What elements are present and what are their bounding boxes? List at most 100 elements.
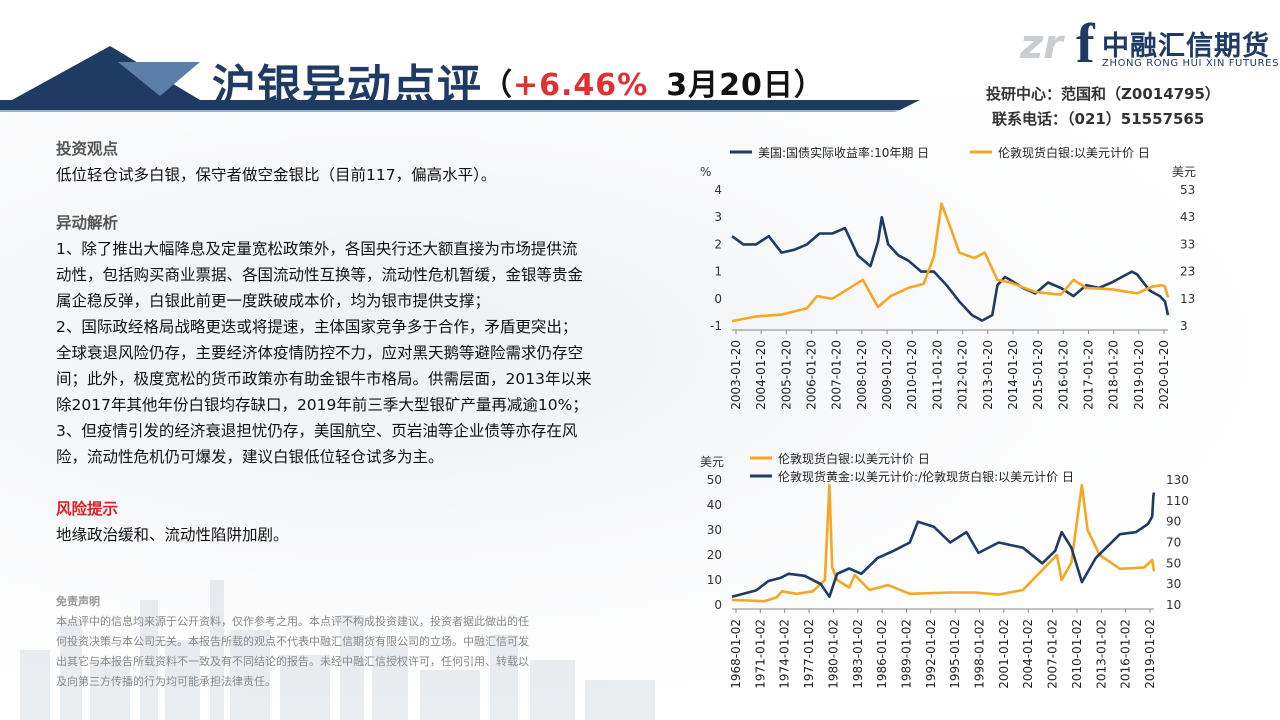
x-tick-label: 1971-01-02 bbox=[753, 619, 767, 689]
title-change: +6.46% bbox=[513, 68, 649, 103]
left-tick-label: 20 bbox=[707, 548, 722, 562]
left-tick-label: 3 bbox=[714, 210, 722, 224]
analysis-line: 间；此外，极度宽松的货币政策亦有助金银牛市格局。供需层面，2013年以来 bbox=[56, 370, 592, 388]
contact-phone: 联系电话：（021）51557565 bbox=[992, 110, 1205, 128]
x-tick-label: 1980-01-02 bbox=[826, 619, 840, 689]
x-tick-label: 2015-01-20 bbox=[1031, 340, 1045, 410]
x-tick-label: 2007-01-02 bbox=[1046, 619, 1060, 689]
left-tick-label: 40 bbox=[707, 498, 722, 512]
legend-label: 伦敦现货黄金:以美元计价:/伦敦现货白银:以美元计价 日 bbox=[778, 469, 1074, 484]
header-banner bbox=[0, 46, 920, 112]
disclaimer-line: 出其它与本报告所载资料不一致及有不同结论的报告。未经中融汇信授权许可，任何引用、… bbox=[56, 655, 529, 668]
title-paren-open: （ bbox=[482, 68, 513, 103]
disclaimer-line: 及向第三方传播的行为均可能承担法律责任。 bbox=[56, 675, 276, 688]
city-skyline-decoration bbox=[20, 580, 655, 720]
title-paren-close: ） bbox=[793, 68, 825, 103]
analysis-line: 3、但疫情引发的经济衰退担忧仍存，美国航空、页岩油等企业债等亦存在风 bbox=[56, 422, 578, 440]
left-tick-label: 0 bbox=[714, 598, 722, 612]
logo-f-mark: f bbox=[1076, 13, 1095, 75]
right-axis-unit: 美元 bbox=[1172, 165, 1196, 179]
risk-title: 风险提示 bbox=[56, 500, 119, 518]
x-tick-label: 2017-01-20 bbox=[1081, 340, 1095, 410]
x-tick-label: 1995-01-02 bbox=[948, 619, 962, 689]
right-tick-label: 23 bbox=[1180, 265, 1195, 279]
x-tick-label: 1974-01-02 bbox=[778, 619, 792, 689]
x-tick-label: 2012-01-20 bbox=[956, 340, 970, 410]
series-line bbox=[731, 492, 1156, 598]
x-tick-label: 2010-01-02 bbox=[1070, 619, 1084, 689]
background-map bbox=[0, 100, 1280, 720]
right-tick-label: 3 bbox=[1180, 319, 1188, 333]
right-tick-label: 30 bbox=[1166, 577, 1181, 591]
title-date: 3月20日 bbox=[666, 68, 794, 103]
analysis-line: 动性，包括购买商业票据、各国流动性互换等，流动性危机暂缓，金银等贵金 bbox=[56, 266, 584, 284]
x-tick-label: 2020-01-20 bbox=[1157, 340, 1171, 410]
header-underline-shadow bbox=[0, 110, 900, 112]
analysis-title: 异动解析 bbox=[56, 214, 119, 232]
x-tick-label: 2013-01-02 bbox=[1094, 619, 1108, 689]
left-tick-label: 2 bbox=[714, 237, 722, 251]
x-tick-label: 2003-01-20 bbox=[729, 340, 743, 410]
x-tick-label: 1968-01-02 bbox=[729, 619, 743, 689]
right-tick-label: 50 bbox=[1166, 556, 1181, 570]
right-tick-label: 13 bbox=[1180, 292, 1195, 306]
left-tick-label: 4 bbox=[714, 183, 722, 197]
chart-silver-vs-gold-silver-ratio: 伦敦现货白银:以美元计价 日伦敦现货黄金:以美元计价:/伦敦现货白银:以美元计价… bbox=[700, 451, 1189, 689]
x-tick-label: 2005-01-20 bbox=[779, 340, 793, 410]
x-tick-label: 2019-01-02 bbox=[1143, 619, 1157, 689]
analysis-line: 1、除了推出大幅降息及定量宽松政策外，各国央行还大额直接为市场提供流 bbox=[56, 240, 578, 258]
right-tick-label: 130 bbox=[1166, 473, 1189, 487]
x-tick-label: 1977-01-02 bbox=[802, 619, 816, 689]
x-tick-label: 1998-01-02 bbox=[973, 619, 987, 689]
x-tick-label: 2001-01-02 bbox=[997, 619, 1011, 689]
header-triangle-light bbox=[118, 62, 200, 96]
x-tick-label: 2019-01-20 bbox=[1132, 340, 1146, 410]
analysis-line: 2、国际政经格局战略更迭或将提速，主体国家竞争多于合作，矛盾更突出； bbox=[56, 318, 578, 336]
x-tick-label: 2014-01-20 bbox=[1006, 340, 1020, 410]
analysis-line: 险，流动性危机仍可爆发，建议白银低位轻仓试多为主。 bbox=[56, 448, 444, 466]
analysis-line: 全球衰退风险仍存，主要经济体疫情防控不力，应对黑天鹅等避险需求仍存空 bbox=[56, 344, 584, 362]
x-tick-label: 1983-01-02 bbox=[851, 619, 865, 689]
legend-label: 伦敦现货白银:以美元计价 日 bbox=[998, 145, 1150, 160]
chart-real-yield-vs-silver: 美国:国债实际收益率:10年期 日 伦敦现货白银:以美元计价 日% 美元 4 3 2 1 0 -… bbox=[700, 145, 1196, 410]
x-tick-label: 2004-01-20 bbox=[754, 340, 768, 410]
contact-researcher: 投研中心：范国和（Z0014795） bbox=[986, 85, 1220, 103]
analysis-line: 除2017年其他年份白银均存缺口，2019年前三季大型银矿产量再减逾10%； bbox=[56, 396, 588, 414]
right-tick-label: 90 bbox=[1166, 515, 1181, 529]
right-tick-label: 110 bbox=[1166, 494, 1189, 508]
x-tick-label: 2008-01-20 bbox=[855, 340, 869, 410]
x-tick-label: 1986-01-02 bbox=[875, 619, 889, 689]
view-text: 低位轻仓试多白银，保守者做空金银比（目前117，偏高水平）。 bbox=[56, 166, 497, 184]
x-tick-label: 2016-01-20 bbox=[1056, 340, 1070, 410]
left-tick-label: 50 bbox=[707, 473, 722, 487]
x-tick-label: 2011-01-20 bbox=[930, 340, 944, 410]
x-tick-label: 2009-01-20 bbox=[880, 340, 894, 410]
series-line bbox=[731, 483, 1156, 603]
left-axis-unit: 美元 bbox=[700, 455, 724, 469]
right-tick-label: 10 bbox=[1166, 598, 1181, 612]
disclaimer: 免责声明 本点评中的信息均来源于公开资料，仅作参考之用。本点评不构成投资建议，投… bbox=[56, 592, 660, 692]
view-title: 投资观点 bbox=[56, 140, 119, 158]
series-line bbox=[731, 215, 1170, 322]
contact-info: 投研中心：范国和（Z0014795） 联系电话：（021）51557565 bbox=[986, 82, 1220, 132]
left-tick-label: 10 bbox=[707, 573, 722, 587]
x-tick-label: 2013-01-20 bbox=[981, 340, 995, 410]
logo-company-name: 中融汇信期货 bbox=[1102, 31, 1270, 62]
left-axis-unit: % bbox=[700, 165, 711, 179]
left-tick-label: 1 bbox=[714, 265, 722, 279]
header-underline-bar bbox=[0, 100, 920, 110]
commentary-text: 投资观点 低位轻仓试多白银，保守者做空金银比（目前117，偏高水平）。 异动解析… bbox=[56, 136, 660, 548]
risk-text: 地缘政治缓和、流动性陷阱加剧。 bbox=[56, 526, 289, 544]
company-logo: zr f 中融汇信期货 ZHONG RONG HUI XIN FUTURES bbox=[1020, 12, 1278, 75]
page-title: 沪银异动点评（+6.46% 3月20日） bbox=[212, 50, 825, 114]
disclaimer-line: 何投资决策与本公司无关。本报告所载的观点不代表中融汇信期货有限公司的立场。中融汇… bbox=[56, 635, 529, 648]
right-tick-label: 53 bbox=[1180, 183, 1195, 197]
legend-label: 美国:国债实际收益率:10年期 日 bbox=[758, 145, 929, 160]
x-tick-label: 1992-01-02 bbox=[924, 619, 938, 689]
disclaimer-line: 本点评中的信息均来源于公开资料，仅作参考之用。本点评不构成投资建议，投资者据此做… bbox=[56, 615, 529, 628]
left-tick-label: 0 bbox=[714, 292, 722, 306]
series-line bbox=[731, 202, 1170, 323]
legend-label: 伦敦现货白银:以美元计价 日 bbox=[778, 451, 930, 466]
left-tick-label: -1 bbox=[710, 319, 722, 333]
x-tick-label: 1989-01-02 bbox=[899, 619, 913, 689]
